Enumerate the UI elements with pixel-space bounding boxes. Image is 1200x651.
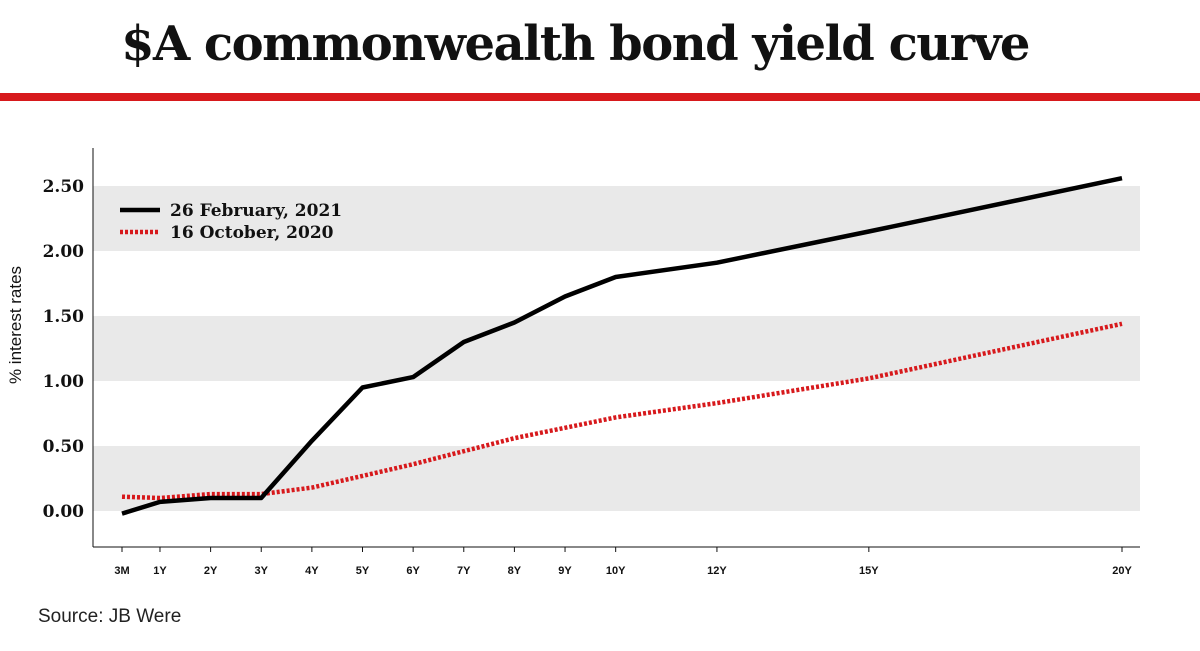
axes [92, 148, 1140, 548]
y-tick-label: 0.50 [43, 437, 85, 457]
x-tick-label: 2Y [204, 565, 218, 577]
y-tick-label: 1.00 [43, 372, 85, 392]
y-tick-label: 1.50 [43, 307, 85, 327]
x-tick-labels: 3M 1Y 2Y 3Y 4Y 5Y 6Y 7Y 8Y 9Y 10Y 12Y 15Y 20Y [114, 547, 1132, 577]
x-tick-label: 8Y [508, 565, 522, 577]
x-tick-label: 12Y [707, 565, 727, 577]
x-tick-label: 3Y [255, 565, 269, 577]
x-tick-label: 5Y [356, 565, 370, 577]
series-line-oct-2020 [121, 321, 1123, 501]
series-line-feb-2021 [121, 175, 1123, 516]
grid-bands [93, 186, 1140, 511]
legend-label-oct-2020: 16 October, 2020 [170, 223, 334, 243]
x-tick-label: 9Y [558, 565, 572, 577]
x-tick-label: 20Y [1112, 565, 1132, 577]
legend-label-feb-2021: 26 February, 2021 [170, 201, 342, 221]
title-divider [0, 93, 1200, 101]
x-tick-label: 10Y [606, 565, 626, 577]
x-tick-label: 7Y [457, 565, 471, 577]
grid-band-2 [93, 186, 1140, 251]
x-tick-label: 15Y [859, 565, 879, 577]
chart-title: $A commonwealth bond yield curve [121, 16, 1030, 72]
grid-band-1 [93, 316, 1140, 381]
y-tick-label: 0.00 [43, 502, 85, 522]
x-tick-label: 3M [114, 565, 129, 577]
source-note: Source: JB Were [38, 606, 182, 627]
y-tick-label: 2.00 [43, 242, 85, 262]
y-axis-label: % interest rates [6, 266, 25, 384]
legend: 26 February, 2021 16 October, 2020 [120, 201, 342, 243]
y-tick-labels: 0.00 0.50 1.00 1.50 2.00 2.50 [43, 177, 85, 522]
series-lines [121, 175, 1123, 516]
x-tick-label: 6Y [406, 565, 420, 577]
y-tick-label: 2.50 [43, 177, 85, 197]
grid-band-0 [93, 446, 1140, 511]
x-tick-label: 4Y [305, 565, 319, 577]
x-tick-label: 1Y [153, 565, 167, 577]
